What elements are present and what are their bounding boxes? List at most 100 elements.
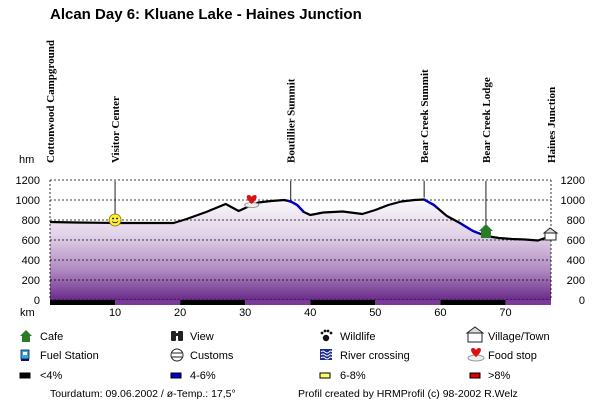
legend-item-village: Village/Town bbox=[465, 326, 550, 343]
legend-item-wildlife: Wildlife bbox=[320, 329, 375, 343]
legend-label-food: Food stop bbox=[488, 350, 537, 362]
y-tick-label-right: 400 bbox=[567, 255, 585, 267]
legend-label-fuel: Fuel Station bbox=[40, 350, 99, 362]
legend-item-cafe: Cafe bbox=[20, 330, 63, 343]
food-stop-icon bbox=[467, 348, 485, 362]
smiley-eye bbox=[112, 217, 114, 220]
waypoint-label: Cottonwood Campground bbox=[45, 40, 57, 163]
profile-segment-4-6 bbox=[423, 198, 438, 209]
waypoint-label: Bear Creek Lodge bbox=[481, 77, 493, 163]
smiley-face bbox=[108, 213, 122, 227]
slope-6-8-swatch bbox=[319, 372, 331, 379]
y-unit-left: hm bbox=[19, 154, 34, 166]
smiley-icon bbox=[108, 213, 122, 227]
legend-label-slope-4-6: 4-6% bbox=[190, 370, 216, 382]
legend-label-customs: Customs bbox=[190, 350, 234, 362]
cafe-roof bbox=[478, 224, 493, 231]
legend-item-view: View bbox=[171, 331, 214, 343]
legend-item-slope-6-8: 6-8% bbox=[319, 370, 366, 382]
legend: Cafe View Wildlife V bbox=[19, 326, 550, 382]
legend-label-view: View bbox=[190, 331, 214, 343]
legend-item-customs: Customs bbox=[170, 348, 234, 362]
smiley-eye bbox=[116, 217, 118, 220]
slope-gt8-swatch bbox=[469, 372, 481, 379]
legend-label-slope-6-8: 6-8% bbox=[340, 370, 366, 382]
marker-layer bbox=[108, 195, 559, 241]
legend-label-cafe: Cafe bbox=[40, 331, 63, 343]
legend-item-slope-4-6: 4-6% bbox=[170, 370, 216, 382]
x-tick-label: 20 bbox=[174, 307, 186, 319]
y-tick-label-left: 1000 bbox=[16, 195, 40, 207]
legend-label-river: River crossing bbox=[340, 350, 410, 362]
x-tick-label: 10 bbox=[109, 307, 121, 319]
profile-segment-4-6 bbox=[459, 221, 480, 235]
waypoint-layer: Cottonwood Campground Visitor Center Bouti… bbox=[45, 40, 558, 234]
legend-label-slope-lt4: <4% bbox=[40, 370, 63, 382]
y-tick-label-right: 200 bbox=[567, 275, 585, 287]
x-axis-bar-segment bbox=[50, 300, 116, 305]
x-axis-bar-segment bbox=[115, 300, 181, 305]
cafe-icon bbox=[478, 224, 493, 238]
legend-label-village: Village/Town bbox=[488, 331, 550, 343]
x-tick-label: 70 bbox=[499, 307, 511, 319]
food-heart bbox=[246, 195, 257, 204]
profile-area bbox=[50, 199, 551, 300]
chart-title: Alcan Day 6: Kluane Lake - Haines Juncti… bbox=[50, 6, 362, 23]
waypoint-label: Boutillier Summit bbox=[286, 78, 298, 163]
waypoint-label: Haines Junction bbox=[546, 87, 558, 163]
x-axis-bar-segment bbox=[245, 300, 311, 305]
cafe-body bbox=[480, 231, 491, 238]
y-tick-label-left: 400 bbox=[22, 255, 40, 267]
village-icon bbox=[465, 326, 485, 343]
profile-segment-4-6 bbox=[287, 199, 305, 213]
x-axis-bar-segment bbox=[440, 300, 506, 305]
food-stop-icon bbox=[244, 195, 260, 208]
village-body bbox=[544, 232, 557, 241]
customs-icon bbox=[170, 348, 184, 362]
legend-label-slope-gt8: >8% bbox=[488, 370, 511, 382]
y-tick-label-left: 600 bbox=[22, 235, 40, 247]
axis-layer: 0 0 200 200 400 400 600 600 800 800 1000 1000 1200 12… bbox=[16, 175, 585, 319]
waypoint-label: Visitor Center bbox=[110, 96, 122, 163]
y-tick-label-left: 200 bbox=[22, 275, 40, 287]
river-crossing-icon bbox=[320, 349, 333, 360]
footer-date-temp: Tourdatum: 09.06.2002 / ø-Temp.: 17,5° bbox=[50, 388, 236, 400]
x-tick-label: 60 bbox=[434, 307, 446, 319]
slope-lt4-swatch bbox=[19, 372, 31, 379]
legend-item-slope-lt4: <4% bbox=[19, 370, 63, 382]
x-axis-bar-segment bbox=[375, 300, 441, 305]
fuel-station-icon bbox=[20, 349, 30, 361]
y-tick-label-right: 800 bbox=[567, 215, 585, 227]
x-tick-label: 30 bbox=[239, 307, 251, 319]
legend-item-fuel: Fuel Station bbox=[20, 349, 99, 362]
y-tick-label-right: 0 bbox=[579, 295, 585, 307]
binoculars-icon bbox=[171, 331, 183, 341]
smiley-mouth bbox=[111, 221, 119, 224]
y-tick-label-right: 1000 bbox=[561, 195, 585, 207]
x-axis-bar-segment bbox=[180, 300, 246, 305]
legend-item-river: River crossing bbox=[320, 349, 410, 362]
paw-icon bbox=[320, 329, 333, 342]
legend-item-food: Food stop bbox=[467, 348, 537, 362]
profile-area-layer bbox=[50, 199, 551, 300]
waypoint-label: Bear Creek Summit bbox=[419, 69, 431, 163]
village-icon bbox=[542, 227, 559, 241]
footer-credit: Profil created by HRMProfil (c) 98-2002 … bbox=[298, 388, 518, 400]
slope-4-6-swatch bbox=[170, 372, 182, 379]
legend-item-slope-gt8: >8% bbox=[469, 370, 511, 382]
x-axis-bar-segment bbox=[505, 300, 551, 305]
x-tick-label: 40 bbox=[304, 307, 316, 319]
y-tick-label-right: 1200 bbox=[561, 175, 585, 187]
y-tick-label-left: 0 bbox=[34, 295, 40, 307]
cafe-icon bbox=[20, 330, 32, 342]
y-tick-label-left: 1200 bbox=[16, 175, 40, 187]
legend-label-wildlife: Wildlife bbox=[340, 331, 375, 343]
x-axis-bar-segment bbox=[310, 300, 376, 305]
x-tick-label: 50 bbox=[369, 307, 381, 319]
profile-line-layer bbox=[49, 198, 552, 242]
x-unit-label: km bbox=[20, 307, 35, 319]
village-roof bbox=[542, 227, 559, 234]
y-tick-label-left: 800 bbox=[22, 215, 40, 227]
y-tick-label-right: 600 bbox=[567, 235, 585, 247]
